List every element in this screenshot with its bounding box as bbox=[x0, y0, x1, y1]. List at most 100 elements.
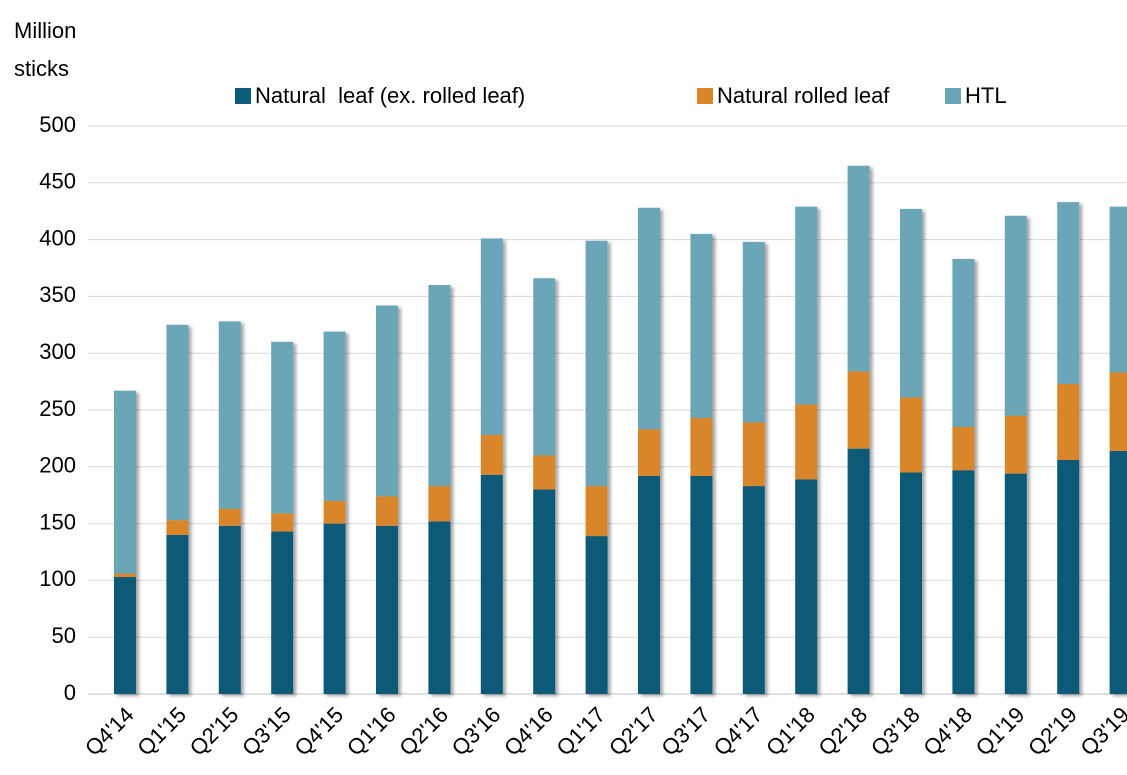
y-tick-label: 50 bbox=[52, 623, 76, 648]
bar-segment bbox=[376, 305, 398, 497]
bar-segment bbox=[114, 390, 136, 574]
bar-segment bbox=[1109, 206, 1127, 373]
bar-segment bbox=[1004, 415, 1027, 474]
bar-segment bbox=[218, 321, 241, 509]
bar-segment bbox=[690, 475, 713, 694]
bar-segment bbox=[428, 521, 451, 694]
bar-stack bbox=[480, 238, 503, 694]
y-tick-label: 0 bbox=[64, 680, 76, 705]
x-tick-label: Q2'19 bbox=[1023, 702, 1082, 761]
x-tick-label: Q2'15 bbox=[185, 702, 244, 761]
y-tick-label: 450 bbox=[39, 169, 76, 194]
bar-segment bbox=[323, 500, 346, 524]
bar-stack bbox=[900, 208, 922, 694]
bar-segment bbox=[900, 208, 922, 398]
bar-segment bbox=[323, 523, 346, 694]
bar-stack bbox=[533, 278, 556, 694]
bar-segment bbox=[428, 285, 451, 487]
legend-label: HTL bbox=[965, 83, 1007, 108]
bar-segment bbox=[952, 258, 975, 428]
x-tick-label: Q3'18 bbox=[866, 702, 925, 761]
bar-segment bbox=[638, 207, 660, 430]
y-tick-label: 200 bbox=[39, 453, 76, 478]
bar-segment bbox=[271, 513, 294, 532]
y-tick-label: 400 bbox=[39, 225, 76, 250]
bar-segment bbox=[847, 448, 870, 694]
bar-stack bbox=[952, 258, 975, 694]
bar-segment bbox=[271, 341, 294, 514]
legend-label: Natural leaf (ex. rolled leaf) bbox=[255, 83, 525, 108]
x-tick-label: Q2'16 bbox=[394, 702, 453, 761]
bar-segment bbox=[1004, 215, 1027, 416]
x-tick-label: Q4'18 bbox=[918, 702, 977, 761]
bar-segment bbox=[533, 278, 556, 456]
x-tick-label: Q1'16 bbox=[342, 702, 401, 761]
x-tick-label: Q4'17 bbox=[709, 702, 768, 761]
bar-stack bbox=[585, 240, 608, 694]
bar-segment bbox=[690, 417, 713, 476]
bar-stack bbox=[690, 233, 713, 694]
bar-stack bbox=[323, 331, 346, 694]
bar-stack bbox=[376, 305, 398, 694]
legend-swatch bbox=[235, 88, 251, 104]
x-tick-label: Q2'18 bbox=[814, 702, 873, 761]
bar-stack bbox=[166, 324, 189, 694]
bar-segment bbox=[795, 404, 818, 480]
bar-segment bbox=[1057, 383, 1080, 460]
x-tick-label: Q1'18 bbox=[761, 702, 820, 761]
bar-segment bbox=[533, 455, 556, 490]
bar-segment bbox=[952, 427, 975, 471]
bar-stack bbox=[1057, 202, 1080, 694]
bar-stack bbox=[847, 165, 870, 694]
bar-segment bbox=[585, 240, 608, 487]
y-tick-label: 350 bbox=[39, 282, 76, 307]
bar-segment bbox=[795, 206, 818, 405]
bar-segment bbox=[742, 241, 765, 423]
bar-segment bbox=[585, 486, 608, 537]
bar-segment bbox=[690, 233, 713, 418]
bar-stack bbox=[795, 206, 818, 694]
bar-segment bbox=[166, 534, 189, 694]
bar-segment bbox=[900, 397, 922, 473]
bar-segment bbox=[323, 331, 346, 501]
legend-swatch bbox=[697, 88, 713, 104]
bar-segment bbox=[218, 508, 241, 526]
bar-segment bbox=[638, 429, 660, 476]
x-tick-label: Q3'16 bbox=[447, 702, 506, 761]
bar-segment bbox=[166, 324, 189, 521]
bar-segment bbox=[795, 479, 818, 694]
legend-swatch bbox=[945, 88, 961, 104]
bar-segment bbox=[376, 525, 398, 694]
y-tick-label: 150 bbox=[39, 509, 76, 534]
bar-stack bbox=[742, 241, 765, 694]
bar-segment bbox=[1004, 473, 1027, 694]
bar-segment bbox=[847, 165, 870, 372]
bar-stack bbox=[428, 285, 451, 694]
bar-stack bbox=[114, 390, 136, 694]
x-tick-label: Q1'19 bbox=[971, 702, 1030, 761]
x-tick-label: Q1'17 bbox=[552, 702, 611, 761]
x-tick-label: Q1'15 bbox=[132, 702, 191, 761]
x-tick-label: Q4'14 bbox=[80, 702, 139, 761]
bar-segment bbox=[218, 525, 241, 694]
bar-stack bbox=[1109, 206, 1127, 694]
bar-segment bbox=[533, 489, 556, 694]
y-tick-label: 500 bbox=[39, 112, 76, 137]
x-tick-label: Q4'16 bbox=[499, 702, 558, 761]
x-tick-label: Q4'15 bbox=[290, 702, 349, 761]
legend-label: Natural rolled leaf bbox=[717, 83, 890, 108]
x-tick-label: Q3'15 bbox=[237, 702, 296, 761]
bar-segment bbox=[114, 576, 136, 694]
bar-segment bbox=[847, 371, 870, 449]
x-tick-label: Q3'17 bbox=[656, 702, 715, 761]
x-tick-label: Q2'17 bbox=[604, 702, 663, 761]
bar-stack bbox=[271, 341, 294, 694]
bar-segment bbox=[480, 474, 503, 694]
y-axis-label: Million sticks bbox=[14, 18, 77, 81]
bar-segment bbox=[1109, 450, 1127, 694]
bar-segment bbox=[1057, 202, 1080, 384]
bar-segment bbox=[742, 486, 765, 694]
x-tick-label: Q3'19 bbox=[1076, 702, 1127, 761]
